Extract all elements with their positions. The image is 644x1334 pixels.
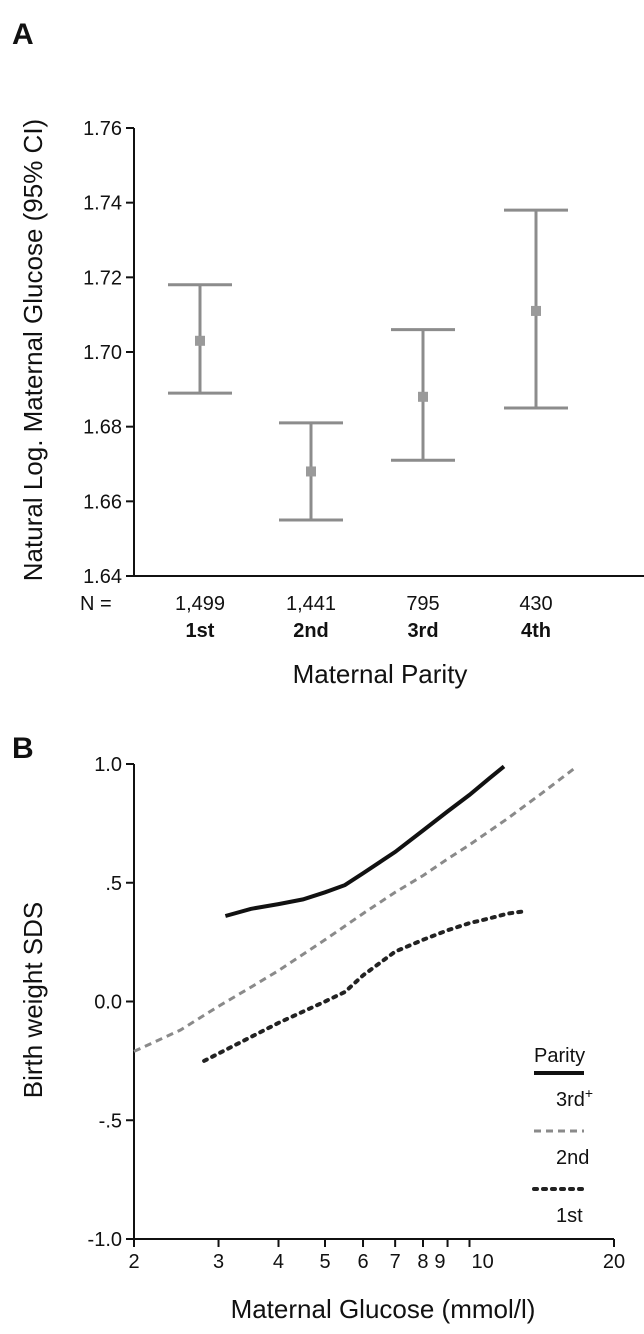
panel-a-y-tick-label: 1.76	[83, 118, 122, 140]
panel-a-y-tick-label: 1.66	[83, 491, 122, 513]
panel-b-x-tick-label: 5	[319, 1251, 330, 1273]
panel-b-y-tick-label: 0.0	[94, 992, 122, 1014]
panel-a-y-tick-label: 1.68	[83, 417, 122, 439]
panel-b-x-ticks: 2 3 4 5 6 7 8 9 10 20	[128, 1239, 625, 1273]
panel-b-y-tick-label: .5	[105, 873, 122, 895]
panel-b-series	[133, 764, 575, 1063]
panel-b-x-tick-label: 9	[434, 1251, 445, 1273]
panel-b-x-tick-label: 10	[472, 1251, 494, 1273]
legend-label-2nd: 2nd	[556, 1147, 589, 1169]
panel-a-points: 1,499 1st 1,441 2nd 795 3rd 430 4th	[168, 208, 568, 642]
category-label: 3rd	[407, 620, 438, 642]
category-label: 2nd	[293, 620, 329, 642]
panel-b-y-axis-title: Birth weight SDS	[18, 902, 48, 1099]
n-label: 795	[406, 593, 439, 615]
panel-a-y-axis-title: Natural Log. Maternal Glucose (95% CI)	[18, 119, 48, 581]
panel-a-x-axis-title: Maternal Parity	[293, 659, 468, 689]
category-label: 4th	[521, 620, 551, 642]
panel-b-y-tick-label: 1.0	[94, 754, 122, 776]
legend-label-1st: 1st	[556, 1205, 583, 1227]
legend: Parity 3rd+ 2nd 1st	[532, 1045, 593, 1227]
legend-title: Parity	[534, 1045, 585, 1067]
panel-a-y-ticks: 1.64 1.66 1.68 1.70 1.72 1.74 1.76	[83, 118, 134, 588]
mean-marker	[306, 466, 316, 477]
panel-a-y-tick-label: 1.74	[83, 193, 122, 215]
series-line-2nd	[133, 767, 575, 1053]
n-label: 1,441	[286, 593, 336, 615]
panel-b-label: B	[12, 732, 34, 765]
panel-b-y-tick-label: -.5	[99, 1110, 122, 1132]
mean-marker	[531, 305, 541, 316]
n-label: 1,499	[175, 593, 225, 615]
mean-marker	[418, 391, 428, 402]
panel-b-x-tick-label: 8	[417, 1251, 428, 1273]
panel-b-x-tick-label: 20	[603, 1251, 625, 1273]
panel-b-x-tick-label: 7	[390, 1251, 401, 1273]
panel-b-x-tick-label: 6	[357, 1251, 368, 1273]
panel-b-x-tick-label: 3	[213, 1251, 224, 1273]
series-line-3rd	[224, 764, 506, 918]
panel-a-n-prefix: N =	[80, 593, 112, 615]
panel-b-x-axis-title: Maternal Glucose (mmol/l)	[231, 1294, 536, 1324]
legend-label-superscript: +	[585, 1085, 593, 1101]
legend-label-3rd: 3rd+	[556, 1085, 593, 1111]
panel-b-y-ticks: -1.0 -.5 0.0 .5 1.0	[88, 754, 134, 1251]
n-label: 430	[519, 593, 552, 615]
panel-a-y-tick-label: 1.72	[83, 267, 122, 289]
category-label: 1st	[186, 620, 215, 642]
panel-b-x-tick-label: 4	[273, 1251, 284, 1273]
panel-a-y-tick-label: 1.64	[83, 566, 122, 588]
panel-b-y-tick-label: -1.0	[88, 1229, 122, 1251]
panel-a-y-tick-label: 1.70	[83, 342, 122, 364]
panel-b-x-tick-label: 2	[128, 1251, 139, 1273]
mean-marker	[195, 335, 205, 346]
panel-a-label: A	[12, 18, 34, 51]
series-line-1st	[202, 909, 527, 1063]
